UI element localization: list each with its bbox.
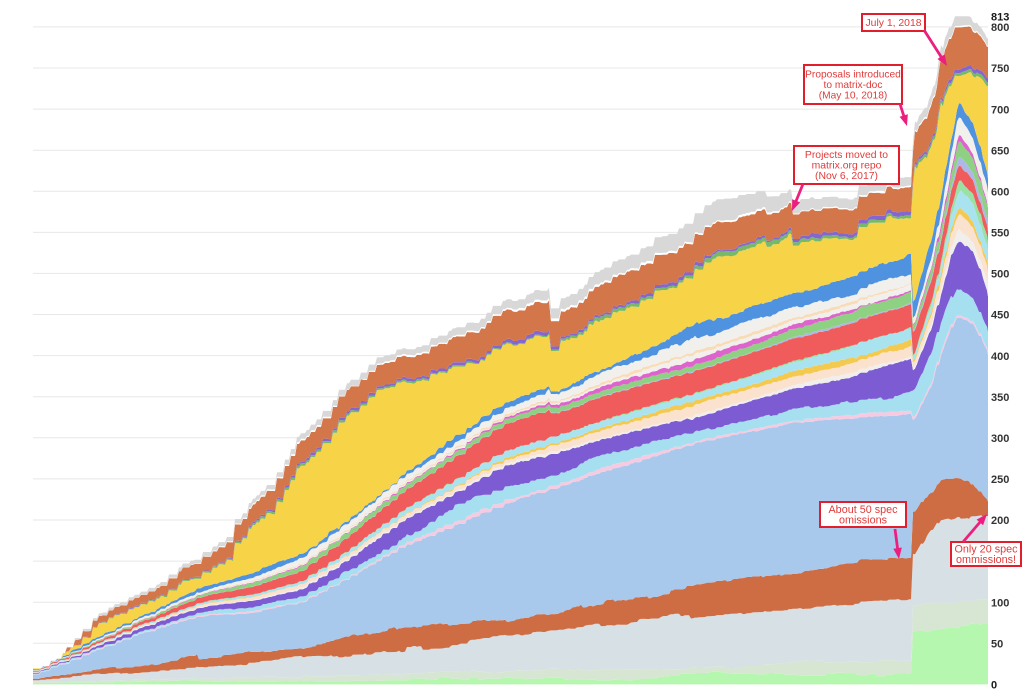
svg-text:700: 700 xyxy=(991,104,1009,116)
svg-text:450: 450 xyxy=(991,310,1009,322)
svg-text:813: 813 xyxy=(991,11,1009,23)
svg-text:July 1, 2018: July 1, 2018 xyxy=(865,18,921,29)
svg-text:Projects moved to: Projects moved to xyxy=(805,150,888,161)
svg-text:to matrix-doc: to matrix-doc xyxy=(824,80,883,91)
svg-text:Only 20 spec: Only 20 spec xyxy=(954,543,1018,555)
svg-text:About 50 spec: About 50 spec xyxy=(828,504,898,516)
svg-text:matrix.org repo: matrix.org repo xyxy=(812,161,882,172)
svg-text:800: 800 xyxy=(991,22,1009,34)
svg-text:600: 600 xyxy=(991,187,1009,199)
svg-text:550: 550 xyxy=(991,228,1009,240)
svg-text:Proposals introduced: Proposals introduced xyxy=(805,70,901,81)
svg-text:650: 650 xyxy=(991,145,1009,157)
svg-text:omissions: omissions xyxy=(839,514,888,526)
svg-text:400: 400 xyxy=(991,351,1009,363)
svg-text:250: 250 xyxy=(991,474,1009,486)
svg-text:ommissions!: ommissions! xyxy=(956,554,1016,566)
svg-text:300: 300 xyxy=(991,433,1009,445)
svg-text:(May 10, 2018): (May 10, 2018) xyxy=(819,91,888,102)
svg-text:0: 0 xyxy=(991,680,997,691)
svg-text:500: 500 xyxy=(991,269,1009,281)
svg-text:350: 350 xyxy=(991,392,1009,404)
svg-text:750: 750 xyxy=(991,63,1009,75)
svg-text:50: 50 xyxy=(991,639,1003,651)
svg-text:100: 100 xyxy=(991,597,1009,609)
svg-text:(Nov 6, 2017): (Nov 6, 2017) xyxy=(815,171,878,182)
svg-text:200: 200 xyxy=(991,515,1009,527)
